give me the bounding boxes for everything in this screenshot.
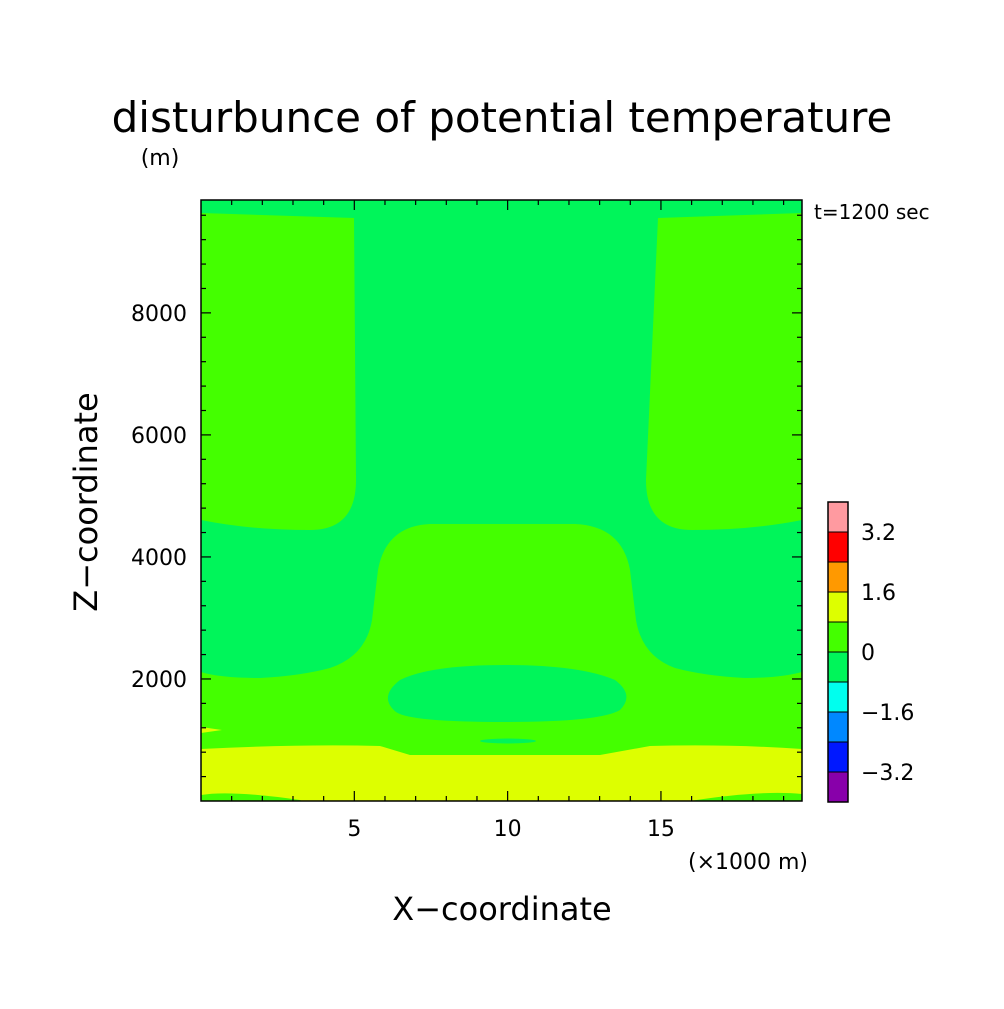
colorbar-swatch — [827, 741, 849, 773]
colorbar-tick-label: 0 — [861, 641, 875, 666]
y-axis-label: Z−coordinate — [67, 392, 105, 611]
colorbar-frame — [827, 501, 849, 803]
x-axis-unit: (×1000 m) — [688, 850, 808, 875]
colorbar-swatch — [827, 771, 849, 803]
x-axis-ticks: 5 10 15 — [231, 200, 785, 842]
plot-frame — [200, 199, 803, 802]
colorbar-tick-label: −1.6 — [861, 701, 914, 726]
colorbar-tick-label: −3.2 — [861, 761, 914, 786]
plot-area: 5 10 15 2000 4000 6000 8000 — [131, 199, 803, 842]
x-tick-label: 15 — [647, 817, 675, 842]
colorbar-swatch — [827, 621, 849, 653]
colorbar-tick-label: 1.6 — [861, 581, 896, 606]
colorbar-swatch — [827, 561, 849, 593]
x-axis-label: X−coordinate — [392, 890, 611, 928]
y-tick-label: 2000 — [131, 668, 187, 693]
region-thin-cell — [480, 738, 536, 744]
colorbar: −3.2 −1.6 0 1.6 3.2 — [827, 501, 914, 803]
y-tick-label: 8000 — [131, 302, 187, 327]
x-tick-label: 5 — [347, 817, 361, 842]
region-low-cell — [387, 665, 627, 722]
y-tick-label: 6000 — [131, 424, 187, 449]
region-surface-right-lens — [690, 792, 802, 801]
region-surface-left-lens — [201, 793, 302, 801]
contour-fills — [201, 200, 802, 801]
colorbar-tick-label: 3.2 — [861, 521, 896, 546]
y-tick-label: 4000 — [131, 546, 187, 571]
region-surface-layer — [201, 745, 802, 801]
chart-title: disturbunce of potential temperature — [112, 93, 893, 142]
y-axis-ticks: 2000 4000 6000 8000 — [131, 214, 802, 778]
region-left-sliver — [201, 727, 222, 733]
colorbar-swatch — [827, 651, 849, 683]
colorbar-swatch — [827, 501, 849, 533]
colorbar-swatch — [827, 531, 849, 563]
x-tick-label: 10 — [494, 817, 522, 842]
colorbar-swatch — [827, 711, 849, 743]
ylabel-unit: (m) — [141, 146, 180, 171]
time-label: t=1200 sec — [814, 200, 930, 224]
region-central-column — [201, 200, 802, 678]
colorbar-swatch — [827, 681, 849, 713]
colorbar-swatch — [827, 591, 849, 623]
